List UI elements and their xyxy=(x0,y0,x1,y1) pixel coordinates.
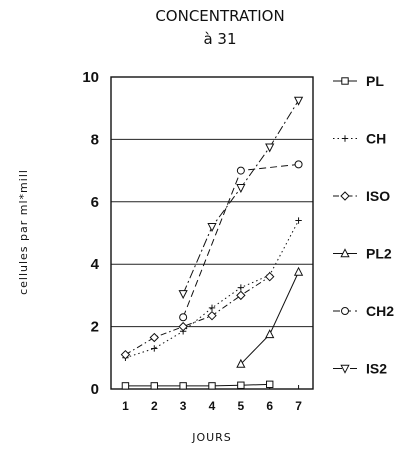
data-point-is2 xyxy=(178,290,188,300)
data-point-ch xyxy=(208,304,216,312)
series-ch xyxy=(122,217,302,361)
series-ch2 xyxy=(179,160,303,322)
y-tick-label: 2 xyxy=(91,319,99,336)
x-tick-label: 6 xyxy=(266,399,273,413)
data-point-is2 xyxy=(265,143,275,153)
legend-marker-pl2 xyxy=(340,248,350,258)
data-point-pl xyxy=(237,381,245,389)
legend: PL CH ISO PL2 CH2 IS2 xyxy=(333,73,394,377)
legend-marker-iso xyxy=(340,191,350,201)
data-point-iso xyxy=(178,321,188,332)
legend-item-ch2: CH2 xyxy=(333,303,394,319)
series-pl2 xyxy=(236,266,304,368)
x-tick-label: 4 xyxy=(209,399,216,413)
x-tick-label: 5 xyxy=(238,399,245,413)
legend-label-ch2: CH2 xyxy=(366,303,394,319)
series-line-pl xyxy=(125,383,270,387)
y-tick-label: 10 xyxy=(82,69,99,86)
data-point-pl2 xyxy=(293,266,304,276)
series-line-pl2 xyxy=(240,271,300,365)
gridlines xyxy=(111,76,313,390)
legend-marker-ch xyxy=(341,135,349,142)
data-point-ch2 xyxy=(179,313,188,322)
y-tick-label: 4 xyxy=(91,256,100,273)
x-tick-label: 7 xyxy=(295,399,302,413)
data-point-iso xyxy=(120,349,131,360)
y-tick-label: 0 xyxy=(91,381,99,398)
chart-subtitle: à 31 xyxy=(203,30,236,48)
data-point-ch xyxy=(237,284,245,291)
series-is2 xyxy=(178,96,304,300)
data-point-iso xyxy=(207,310,217,321)
legend-marker-ch2 xyxy=(341,307,349,315)
data-point-is2 xyxy=(207,223,217,233)
legend-label-iso: ISO xyxy=(366,188,390,204)
legend-label-pl: PL xyxy=(366,73,384,89)
data-point-pl xyxy=(121,382,130,390)
legend-item-ch: CH xyxy=(333,131,386,147)
legend-label-is2: IS2 xyxy=(366,361,387,377)
legend-item-pl2: PL2 xyxy=(333,246,392,262)
data-point-is2 xyxy=(236,184,246,194)
plot-frame xyxy=(110,76,314,390)
data-point-ch xyxy=(295,217,302,224)
x-tick-label: 1 xyxy=(122,399,129,413)
data-point-pl2 xyxy=(236,358,246,368)
legend-label-pl2: PL2 xyxy=(366,246,392,262)
y-tick-label: 6 xyxy=(91,194,99,211)
data-point-iso xyxy=(236,290,246,301)
data-point-iso xyxy=(149,332,159,343)
data-point-pl2 xyxy=(265,329,275,339)
data-point-ch2 xyxy=(294,160,303,169)
legend-item-pl: PL xyxy=(333,73,384,89)
y-tick-label: 8 xyxy=(91,131,99,148)
data-point-pl xyxy=(208,382,216,390)
data-point-pl xyxy=(179,382,187,390)
data-point-ch xyxy=(151,345,158,352)
chart-title: CONCENTRATION xyxy=(155,7,284,25)
data-point-iso xyxy=(265,271,275,282)
series-line-is2 xyxy=(182,100,299,295)
legend-label-ch: CH xyxy=(366,131,386,147)
legend-marker-pl xyxy=(341,77,349,85)
x-axis-label: JOURS xyxy=(191,431,232,444)
legend-marker-is2 xyxy=(340,364,350,374)
legend-item-iso: ISO xyxy=(333,188,390,204)
series-layer xyxy=(120,96,304,390)
x-tick-label: 2 xyxy=(151,399,158,413)
data-point-is2 xyxy=(293,96,304,106)
data-point-pl xyxy=(150,382,158,390)
series-line-iso xyxy=(125,276,270,356)
x-tick-label: 3 xyxy=(180,399,187,413)
legend-item-is2: IS2 xyxy=(333,361,387,377)
data-point-pl xyxy=(266,380,274,389)
y-axis-label: cellules par ml*mill xyxy=(17,169,30,295)
data-point-ch2 xyxy=(236,166,245,175)
series-pl xyxy=(121,380,274,390)
series-iso xyxy=(120,271,275,360)
